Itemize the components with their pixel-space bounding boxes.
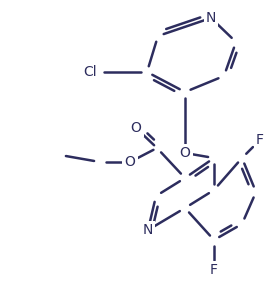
Text: F: F xyxy=(256,133,264,147)
Text: O: O xyxy=(131,121,142,135)
Text: Cl: Cl xyxy=(83,65,97,79)
Text: N: N xyxy=(206,11,216,25)
Text: O: O xyxy=(180,146,190,160)
Text: N: N xyxy=(143,223,153,237)
Text: O: O xyxy=(125,155,135,169)
Text: F: F xyxy=(210,263,218,277)
